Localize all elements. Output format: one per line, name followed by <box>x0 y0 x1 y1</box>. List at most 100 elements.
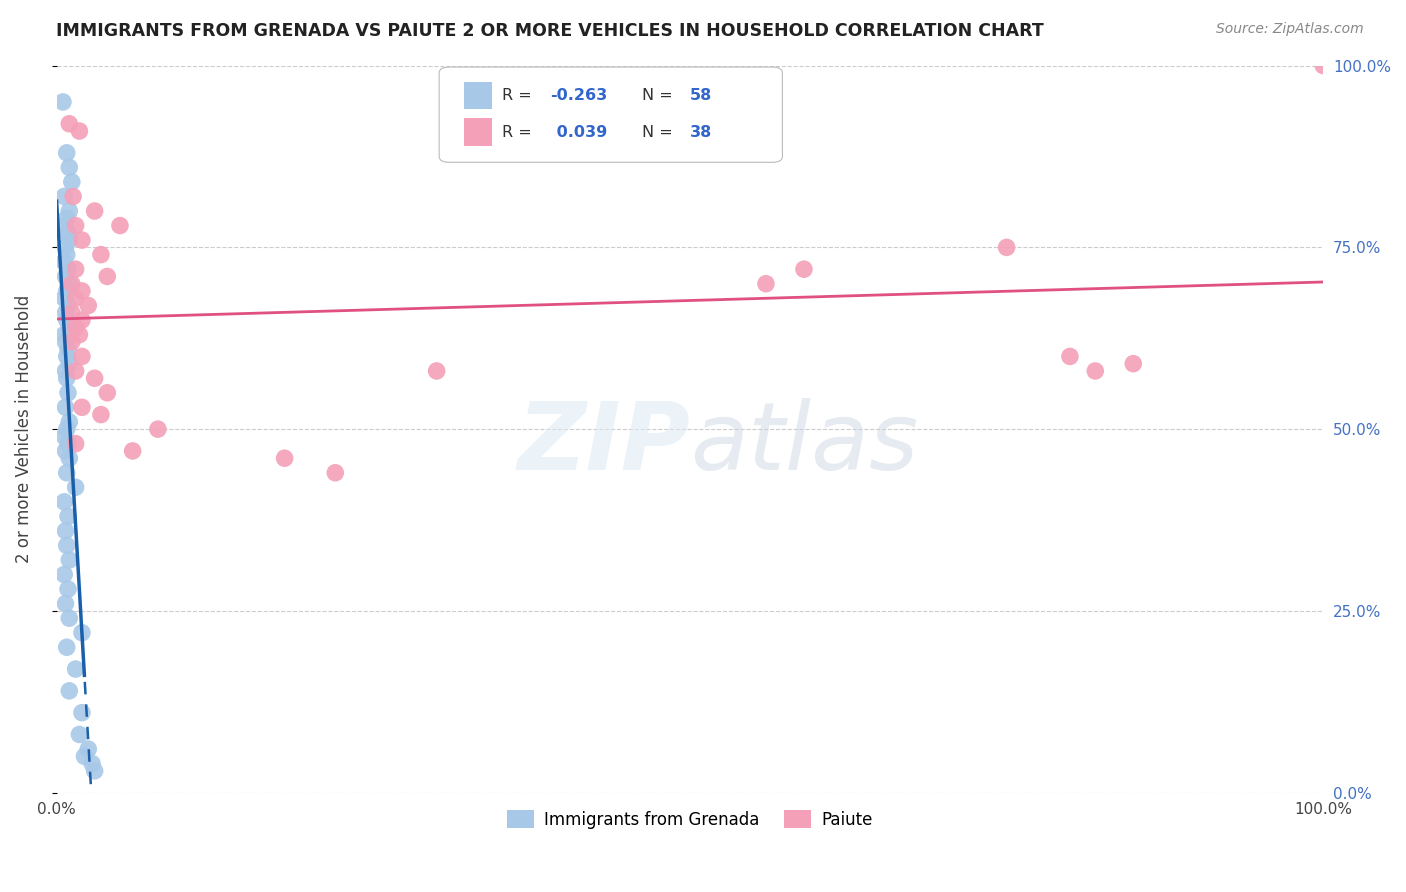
Point <box>55 364 77 378</box>
Point <box>70 401 93 415</box>
Point <box>108 219 131 233</box>
Bar <box>464 118 492 145</box>
Point <box>58 611 80 625</box>
Point <box>58 117 80 131</box>
Point <box>65 320 87 334</box>
Point <box>70 233 93 247</box>
Point <box>55 640 77 655</box>
Point <box>55 284 77 298</box>
Point <box>55 247 77 261</box>
Point <box>65 662 87 676</box>
Point <box>146 422 169 436</box>
Point <box>65 480 87 494</box>
Point <box>58 553 80 567</box>
Point <box>793 262 815 277</box>
Point <box>53 255 76 269</box>
Text: 58: 58 <box>690 88 713 103</box>
Point <box>65 291 87 305</box>
Legend: Immigrants from Grenada, Paiute: Immigrants from Grenada, Paiute <box>501 803 879 835</box>
Point <box>121 444 143 458</box>
Point <box>55 597 77 611</box>
Point <box>77 742 100 756</box>
Point <box>83 371 105 385</box>
Point <box>96 385 118 400</box>
Point <box>53 567 76 582</box>
Text: ZIP: ZIP <box>517 398 690 490</box>
Point <box>53 429 76 443</box>
Point <box>58 357 80 371</box>
Point <box>1059 350 1081 364</box>
Point <box>55 240 77 254</box>
Point <box>58 415 80 429</box>
Text: atlas: atlas <box>690 398 918 489</box>
Point <box>55 371 77 385</box>
Point <box>53 495 76 509</box>
Point <box>53 291 76 305</box>
Point <box>60 175 83 189</box>
Point <box>90 247 112 261</box>
Point <box>73 749 96 764</box>
Point <box>55 538 77 552</box>
Point <box>58 161 80 175</box>
Point <box>56 342 79 356</box>
Point <box>58 204 80 219</box>
Point <box>83 204 105 219</box>
Point <box>70 313 93 327</box>
Point <box>55 422 77 436</box>
Point <box>56 299 79 313</box>
Point <box>55 444 77 458</box>
Point <box>60 306 83 320</box>
Point <box>80 756 103 771</box>
Point <box>58 277 80 291</box>
Point <box>65 262 87 277</box>
FancyBboxPatch shape <box>439 67 782 162</box>
Point <box>58 233 80 247</box>
Point <box>55 466 77 480</box>
Text: IMMIGRANTS FROM GRENADA VS PAIUTE 2 OR MORE VEHICLES IN HOUSEHOLD CORRELATION CH: IMMIGRANTS FROM GRENADA VS PAIUTE 2 OR M… <box>56 22 1045 40</box>
Point <box>755 277 778 291</box>
Point <box>83 764 105 778</box>
Y-axis label: 2 or more Vehicles in Household: 2 or more Vehicles in Household <box>15 295 32 563</box>
Point <box>67 124 90 138</box>
Point <box>52 95 75 109</box>
Text: R =: R = <box>502 125 537 140</box>
Text: R =: R = <box>502 88 537 103</box>
Point <box>65 436 87 450</box>
Point <box>53 189 76 203</box>
Point <box>60 277 83 291</box>
Text: -0.263: -0.263 <box>551 88 607 103</box>
Point <box>70 350 93 364</box>
Point <box>62 189 84 203</box>
Point <box>56 385 79 400</box>
Point <box>55 401 77 415</box>
Text: Source: ZipAtlas.com: Source: ZipAtlas.com <box>1216 22 1364 37</box>
Point <box>1122 357 1144 371</box>
Point <box>65 364 87 378</box>
Point <box>70 625 93 640</box>
Point <box>55 211 77 226</box>
Point <box>273 451 295 466</box>
Point <box>58 451 80 466</box>
Point <box>56 582 79 596</box>
Text: N =: N = <box>641 125 678 140</box>
Text: 38: 38 <box>690 125 713 140</box>
Point <box>55 269 77 284</box>
Text: 0.039: 0.039 <box>551 125 607 140</box>
Point <box>55 334 77 349</box>
Point <box>1312 59 1334 73</box>
Point <box>65 219 87 233</box>
Point <box>70 284 93 298</box>
Point <box>53 219 76 233</box>
Point <box>55 306 77 320</box>
Point <box>995 240 1018 254</box>
Point <box>323 466 346 480</box>
Point <box>58 320 80 334</box>
Point <box>53 327 76 342</box>
Point <box>90 408 112 422</box>
Point <box>56 226 79 240</box>
Point <box>67 327 90 342</box>
Bar <box>464 81 492 109</box>
Point <box>55 350 77 364</box>
Point <box>58 684 80 698</box>
Point <box>55 524 77 538</box>
